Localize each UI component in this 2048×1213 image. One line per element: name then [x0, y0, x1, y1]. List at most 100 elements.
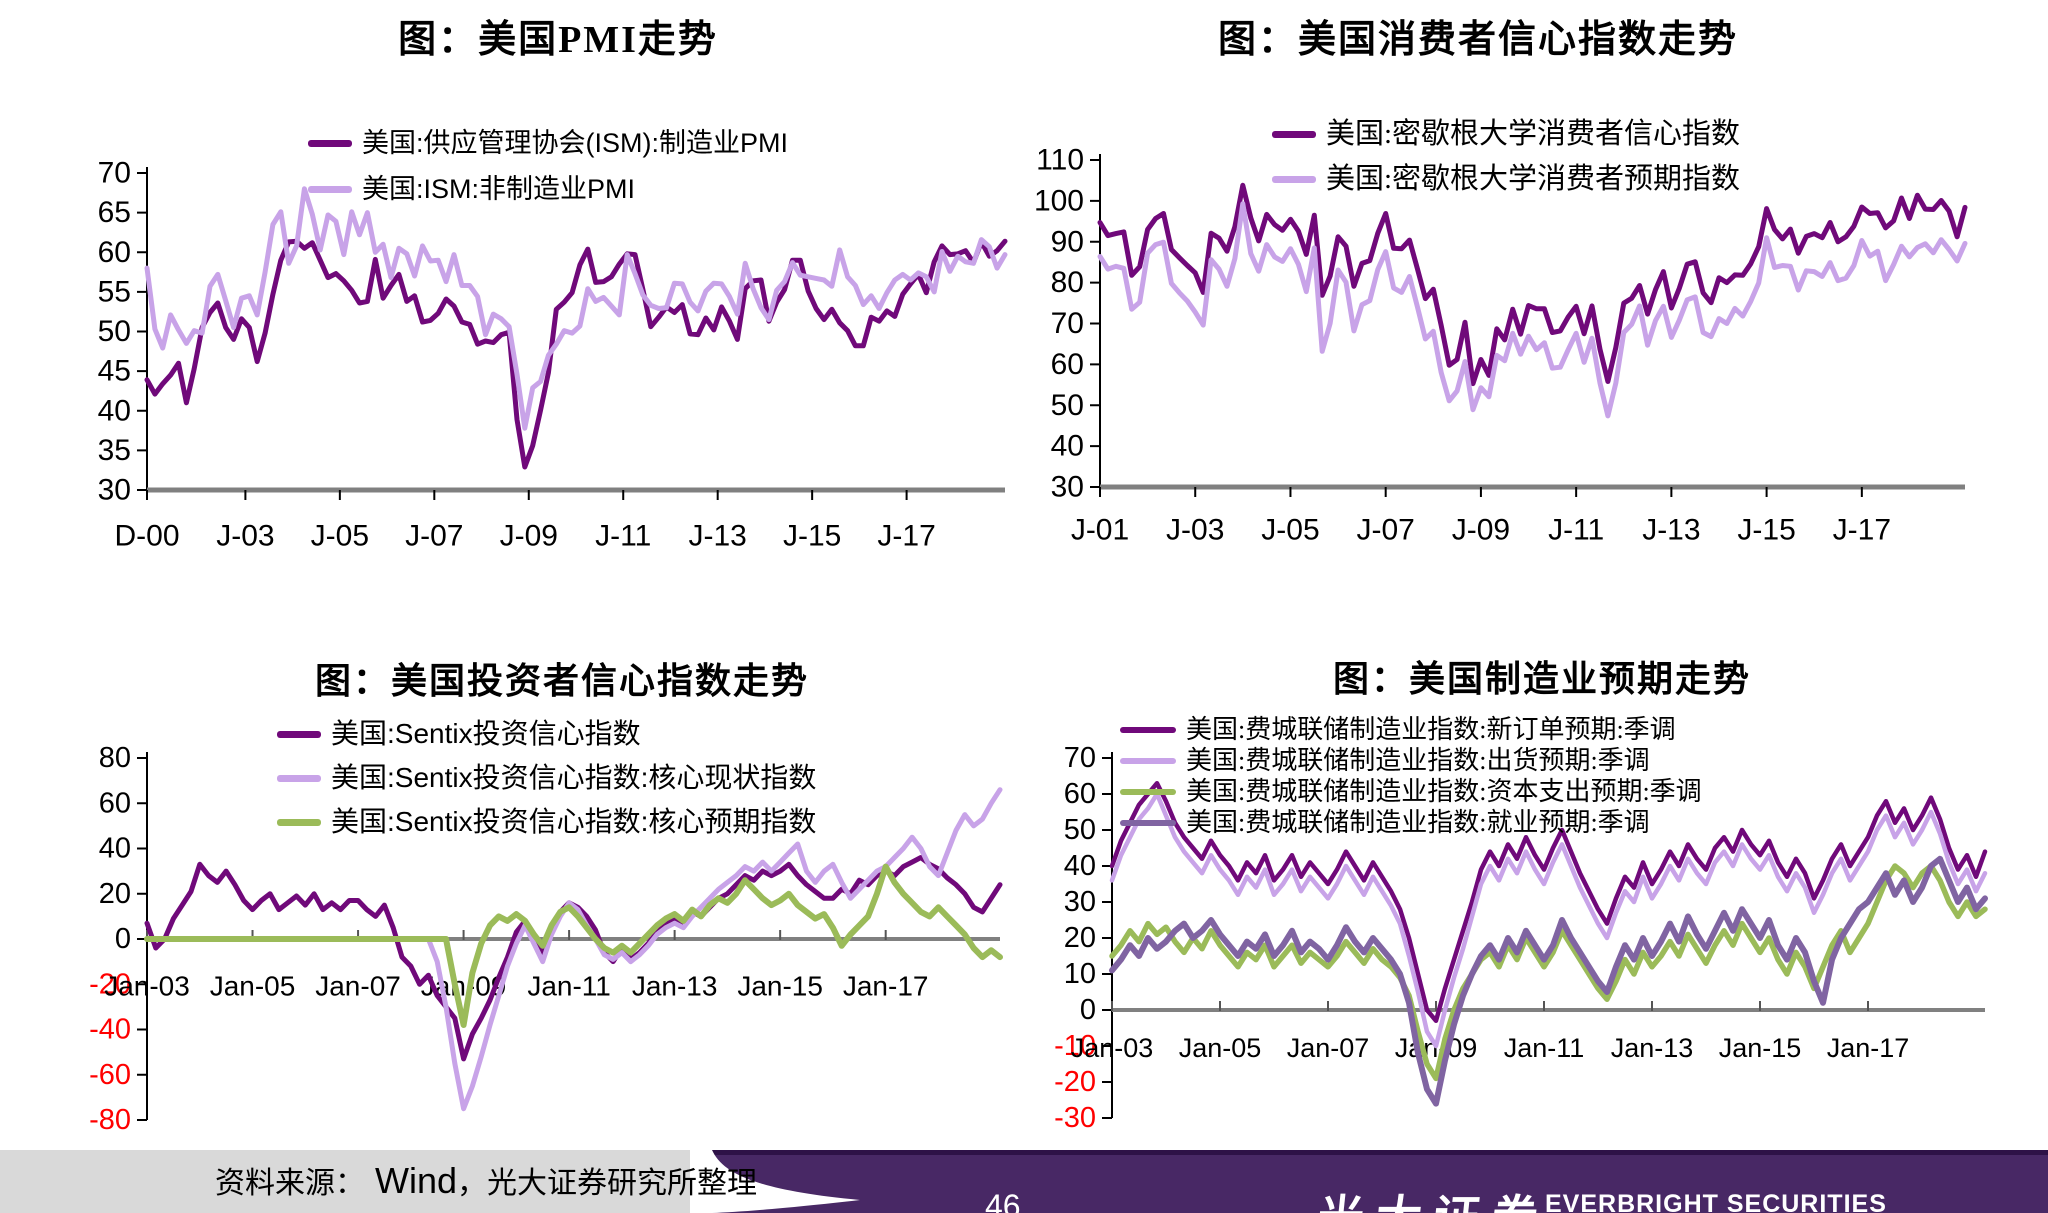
- legend-item: 美国:Sentix投资信心指数:核心现状指数: [277, 756, 816, 800]
- legend-label: 美国:Sentix投资信心指数:核心现状指数: [331, 762, 817, 793]
- legend-item: 美国:费城联储制造业指数:新订单预期:季调: [1120, 714, 1702, 745]
- c4-y-tick-label: 70: [1064, 742, 1096, 774]
- legend-item: 美国:Sentix投资信心指数:核心预期指数: [277, 800, 816, 844]
- legend-item: 美国:费城联储制造业指数:就业预期:季调: [1120, 807, 1702, 838]
- series-swatch: [1272, 176, 1316, 183]
- c1-y-tick-label: 45: [98, 355, 131, 388]
- c1-y-tick-label: 40: [98, 394, 131, 427]
- c3-x-tick-label: Jan-11: [527, 971, 611, 1002]
- c4-y-tick-label: -10: [1054, 1030, 1096, 1062]
- c3-y-tick-label: 20: [99, 878, 131, 910]
- series-swatch: [308, 185, 352, 193]
- legend-label: 美国:费城联储制造业指数:资本支出预期:季调: [1186, 777, 1702, 806]
- c3-series-0-line: [144, 855, 1003, 1062]
- chart2-legend: 美国:密歇根大学消费者信心指数 美国:密歇根大学消费者预期指数: [1272, 112, 1740, 202]
- c3-x-tick-label: Jan-13: [632, 971, 718, 1002]
- c1-y-tick-label: 35: [98, 434, 131, 467]
- legend-label: 美国:Sentix投资信心指数:核心预期指数: [331, 806, 817, 837]
- legend-label: 美国:费城联储制造业指数:就业预期:季调: [1186, 808, 1650, 837]
- c2-y-tick-label: 100: [1034, 184, 1084, 217]
- c4-x-tick-label: Jan-03: [1071, 1033, 1154, 1063]
- c2-y-tick-label: 90: [1051, 225, 1084, 258]
- c2-x-tick-label: J-03: [1166, 514, 1224, 547]
- legend-label: 美国:供应管理协会(ISM):制造业PMI: [362, 128, 788, 158]
- legend-item: 美国:ISM:非制造业PMI: [308, 172, 788, 206]
- legend-item: 美国:密歇根大学消费者预期指数: [1272, 157, 1740, 202]
- c1-series-1-line: [144, 186, 1008, 431]
- legend-label: 美国:ISM:非制造业PMI: [362, 174, 636, 204]
- series-swatch: [1272, 131, 1316, 138]
- c4-y-tick-label: 30: [1064, 886, 1096, 918]
- source-line: 资料来源： Wind，光大证券研究所整理: [215, 1158, 757, 1202]
- c2-y-tick-label: 80: [1051, 266, 1084, 299]
- c2-y-tick-label: 110: [1036, 144, 1084, 177]
- c2-y-tick-label: 50: [1051, 389, 1084, 422]
- chart1-title: 图：美国PMI走势: [398, 19, 718, 61]
- c1-x-tick-label: D-00: [114, 520, 179, 553]
- c4-y-tick-label: 50: [1064, 814, 1096, 846]
- c3-y-tick-label: -80: [89, 1104, 131, 1136]
- c3-y-tick-label: -40: [89, 1014, 131, 1046]
- c3-x-tick-label: Jan-07: [315, 971, 401, 1002]
- c1-x-tick-label: J-11: [595, 520, 651, 553]
- footer-swoosh-decoration: [690, 1150, 860, 1213]
- c1-x-tick-label: J-17: [877, 520, 935, 553]
- c2-series-1-line: [1097, 201, 1968, 419]
- c3-x-tick-label: Jan-05: [210, 971, 296, 1002]
- c1-x-tick-label: J-07: [405, 520, 463, 553]
- legend-item: 美国:费城联储制造业指数:出货预期:季调: [1120, 745, 1702, 776]
- everbright-logo-cn: 光大证券: [1315, 1181, 1554, 1213]
- c4-plot: 70 60 50 40 30 20 10 0 -10 -20 -30 Jan-03 Jan-05 Jan-…: [1054, 742, 1988, 1134]
- c3-x-tick-label: Jan-15: [737, 971, 823, 1002]
- c3-y-tick-label: 60: [99, 787, 131, 819]
- c3-y-tick-label: 80: [99, 742, 131, 774]
- c3-plot: 80 60 40 20 0 -20 -40 -60 -80 Jan-03 Jan-05 Jan-07 J…: [89, 742, 1003, 1136]
- series-swatch: [277, 730, 321, 738]
- chart2-title: 图：美国消费者信心指数走势: [1217, 19, 1739, 61]
- series-swatch: [1120, 757, 1176, 764]
- c1-y-tick-label: 65: [98, 196, 131, 229]
- legend-label: 美国:密歇根大学消费者信心指数: [1326, 118, 1741, 150]
- c4-x-tick-label: Jan-11: [1504, 1033, 1585, 1063]
- series-swatch: [1120, 788, 1176, 795]
- c3-y-tick-label: -60: [89, 1059, 131, 1091]
- footer-gray-band: [0, 1150, 712, 1213]
- c4-x-tick-label: Jan-15: [1719, 1033, 1802, 1063]
- source-prefix: 资料来源：: [215, 1167, 365, 1200]
- c4-y-tick-label: 10: [1064, 958, 1096, 990]
- c3-x-tick-label: Jan-03: [104, 971, 190, 1002]
- series-swatch: [308, 139, 352, 147]
- series-swatch: [1120, 726, 1176, 733]
- c1-x-tick-label: J-05: [311, 520, 369, 553]
- chart3-title: 图：美国投资者信心指数走势: [314, 661, 810, 701]
- c4-y-tick-label: 60: [1064, 778, 1096, 810]
- chart4-title: 图：美国制造业预期走势: [1332, 659, 1752, 699]
- c2-y-tick-label: 70: [1051, 307, 1084, 340]
- c4-y-tick-label: -20: [1054, 1066, 1096, 1098]
- c4-x-tick-label: Jan-17: [1827, 1033, 1910, 1063]
- c4-series-3-line: [1109, 855, 1988, 1107]
- c4-x-tick-label: Jan-07: [1287, 1033, 1370, 1063]
- c4-x-tick-label: Jan-05: [1179, 1033, 1262, 1063]
- series-swatch: [277, 818, 321, 826]
- legend-label: 美国:费城联储制造业指数:出货预期:季调: [1186, 746, 1650, 775]
- c2-x-tick-label: J-05: [1261, 514, 1319, 547]
- source-suffix: ，光大证券研究所整理: [457, 1167, 758, 1200]
- c3-x-tick-label: Jan-17: [843, 971, 929, 1002]
- c2-x-tick-label: J-07: [1357, 514, 1415, 547]
- c2-x-tick-label: J-11: [1548, 514, 1604, 547]
- c1-plot: 70 65 60 55 50 45 40 35 30 D-00 J-03 J-05 J-07 J-09 J-…: [98, 157, 1008, 553]
- series-swatch: [277, 774, 321, 782]
- c1-y-tick-label: 50: [98, 315, 131, 348]
- legend-item: 美国:Sentix投资信心指数: [277, 712, 816, 756]
- everbright-logo-en: EVERBRIGHT SECURITIES: [1545, 1190, 1887, 1213]
- c2-series-0-line: [1097, 182, 1968, 387]
- c4-y-tick-label: 40: [1064, 850, 1096, 882]
- legend-label: 美国:Sentix投资信心指数: [331, 718, 641, 749]
- c2-plot: 110 100 90 80 70 60 50 40 30 J-01 J-03 J-05 J-07 J-09…: [1034, 144, 1968, 547]
- c1-series-0-line: [144, 238, 1008, 470]
- c3-y-tick-label: -20: [89, 968, 131, 1000]
- chart3-legend: 美国:Sentix投资信心指数 美国:Sentix投资信心指数:核心现状指数 美…: [277, 712, 816, 844]
- c3-series-2-line: [144, 863, 1003, 1028]
